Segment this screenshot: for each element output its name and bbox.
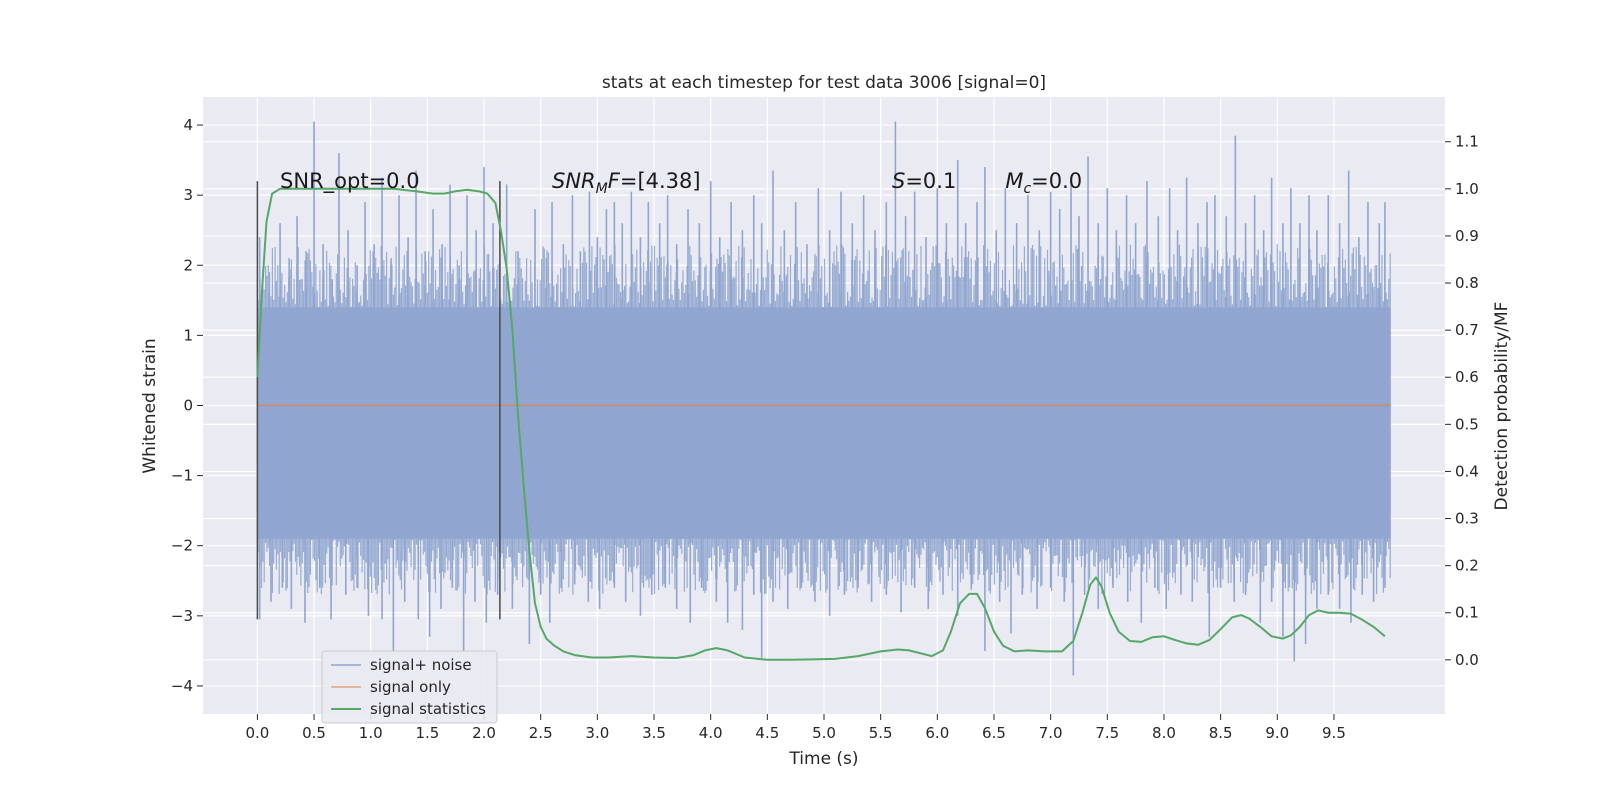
y-tick-label: 1 — [183, 326, 193, 344]
y2-axis-label: Detection probability/MF — [1492, 302, 1512, 511]
x-tick-label: 3.0 — [585, 724, 609, 742]
x-tick-label: 7.0 — [1039, 724, 1063, 742]
y-tick-label: −3 — [171, 607, 193, 625]
x-axis-ticks: 0.0 0.5 1.0 1.5 2.0 2.5 3.0 3.5 4.0 4.5 5.0 5.5 6.0 6… — [245, 714, 1346, 742]
x-tick-label: 9.0 — [1265, 724, 1289, 742]
x-tick-label: 5.5 — [869, 724, 893, 742]
y2-tick-label: 0.8 — [1455, 274, 1479, 292]
y2-tick-label: 1.0 — [1455, 180, 1479, 198]
x-axis-label: Time (s) — [788, 749, 858, 769]
y2-axis-ticks: 0.0 0.1 0.2 0.3 0.4 0.5 0.6 0.7 0.8 0.9 1.0 1.1 — [1445, 133, 1479, 669]
y2-tick-label: 0.6 — [1455, 368, 1479, 386]
x-tick-label: 0.5 — [302, 724, 326, 742]
legend-box — [321, 650, 498, 724]
y2-tick-label: 1.1 — [1455, 133, 1479, 151]
annotation-value: =0.1 — [905, 169, 956, 193]
y-tick-label: 4 — [183, 116, 193, 134]
annotation-0: SNR_opt=0.0 — [280, 169, 420, 194]
x-tick-label: 8.0 — [1152, 724, 1176, 742]
y2-tick-label: 0.3 — [1455, 510, 1479, 528]
x-tick-label: 6.5 — [982, 724, 1006, 742]
series-signal-plus-noise — [256, 121, 1391, 676]
legend-label: signal+ noise — [370, 656, 472, 674]
y2-tick-label: 0.4 — [1455, 462, 1479, 480]
annotation-symbol: S — [892, 169, 905, 193]
x-tick-label: 5.0 — [812, 724, 836, 742]
y-tick-label: 2 — [183, 256, 193, 274]
annotation-subscript: M — [596, 181, 608, 197]
vertical-markers — [256, 181, 501, 620]
y2-tick-label: 0.7 — [1455, 321, 1479, 339]
legend-label: signal statistics — [370, 700, 486, 718]
x-tick-label: 4.0 — [699, 724, 723, 742]
annotations: SNR_opt=0.0 SNRMF=[4.38] S=0.1 Mc=0.0 — [280, 169, 1082, 197]
y2-tick-label: 0.0 — [1455, 651, 1479, 669]
y-tick-label: −2 — [171, 537, 193, 555]
y-tick-label: 0 — [183, 397, 193, 415]
y-axis-ticks: −4 −3 −2 −1 0 1 2 3 4 — [171, 116, 203, 695]
x-tick-label: 2.0 — [472, 724, 496, 742]
x-tick-label: 0.0 — [245, 724, 269, 742]
annotation-1: SNRMF=[4.38] — [552, 169, 701, 197]
legend-label: signal only — [370, 678, 451, 696]
signal-statistics-line — [256, 187, 1386, 661]
annotation-2: S=0.1 — [892, 169, 956, 193]
y2-tick-label: 0.2 — [1455, 557, 1479, 575]
annotation-subscript: c — [1023, 181, 1031, 197]
x-tick-label: 1.5 — [415, 724, 439, 742]
y-tick-label: −1 — [171, 467, 193, 485]
annotation-value: =[4.38] — [620, 169, 701, 193]
annotation-value: =0.0 — [1031, 169, 1082, 193]
annotation-symbol: SNR — [552, 169, 596, 193]
y2-tick-label: 0.5 — [1455, 415, 1479, 433]
y2-tick-label: 0.1 — [1455, 604, 1479, 622]
annotation-symbol-tail: F — [608, 169, 621, 193]
legend: signal+ noise signal only signal statistic… — [321, 650, 498, 724]
annotation-symbol: M — [1005, 169, 1023, 193]
y-tick-label: −4 — [171, 677, 193, 695]
chart-title: stats at each timestep for test data 300… — [602, 73, 1046, 93]
x-tick-label: 8.5 — [1209, 724, 1233, 742]
series-signal-statistics — [256, 187, 1386, 661]
x-tick-label: 6.0 — [925, 724, 949, 742]
x-tick-label: 2.5 — [529, 724, 553, 742]
x-tick-label: 7.5 — [1095, 724, 1119, 742]
y-tick-label: 3 — [183, 186, 193, 204]
x-tick-label: 9.5 — [1322, 724, 1346, 742]
y2-tick-label: 0.9 — [1455, 227, 1479, 245]
annotation-3: Mc=0.0 — [1005, 169, 1082, 197]
x-tick-label: 4.5 — [755, 724, 779, 742]
y-axis-label: Whitened strain — [140, 338, 160, 473]
x-tick-label: 3.5 — [642, 724, 666, 742]
x-tick-label: 1.0 — [359, 724, 383, 742]
